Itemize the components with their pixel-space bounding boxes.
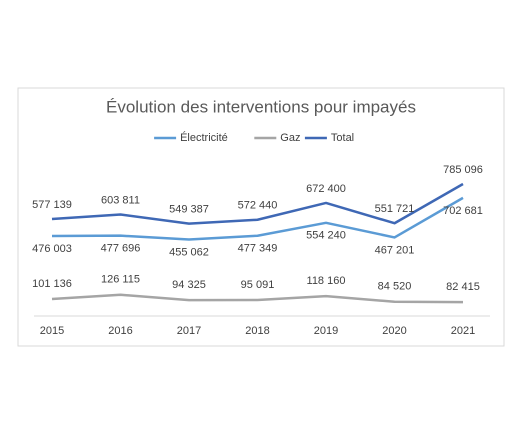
legend-label: Total — [331, 132, 354, 144]
x-tick-label: 2020 — [382, 325, 406, 337]
data-label: 672 400 — [306, 183, 346, 195]
data-label: 455 062 — [169, 246, 209, 258]
series-line — [51, 182, 464, 225]
x-tick-label: 2016 — [108, 325, 132, 337]
legend-label: Électricité — [180, 131, 228, 144]
data-label: 702 681 — [443, 205, 483, 217]
data-label: 477 696 — [101, 243, 141, 255]
data-label: 554 240 — [306, 230, 346, 242]
data-label: 126 115 — [101, 274, 140, 286]
data-label: 603 811 — [101, 194, 140, 206]
data-label: 476 003 — [32, 243, 72, 255]
series-line — [51, 196, 464, 241]
x-tick-label: 2021 — [451, 325, 475, 337]
chart-title: Évolution des interventions pour impayés — [106, 97, 416, 116]
series-line — [51, 293, 464, 304]
data-label: 785 096 — [443, 164, 483, 176]
legend-label: Gaz — [280, 132, 300, 144]
data-label: 82 415 — [446, 281, 480, 293]
data-label: 477 349 — [238, 243, 278, 255]
data-label: 84 520 — [378, 281, 412, 293]
data-label: 94 325 — [172, 279, 206, 291]
x-tick-label: 2019 — [314, 325, 338, 337]
data-label: 577 139 — [32, 199, 72, 211]
data-label: 95 091 — [241, 279, 275, 291]
data-label: 101 136 — [32, 278, 72, 290]
data-label: 118 160 — [307, 275, 346, 287]
x-tick-label: 2017 — [177, 325, 201, 337]
data-label: 551 721 — [375, 203, 415, 215]
x-tick-label: 2015 — [40, 325, 64, 337]
data-label: 572 440 — [238, 200, 278, 212]
x-tick-label: 2018 — [245, 325, 269, 337]
data-label: 467 201 — [375, 244, 415, 256]
data-label: 549 387 — [169, 204, 209, 216]
